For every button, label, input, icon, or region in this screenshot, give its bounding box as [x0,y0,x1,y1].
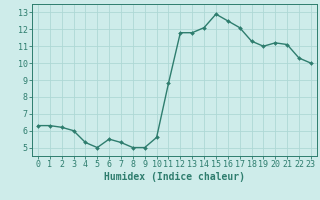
X-axis label: Humidex (Indice chaleur): Humidex (Indice chaleur) [104,172,245,182]
